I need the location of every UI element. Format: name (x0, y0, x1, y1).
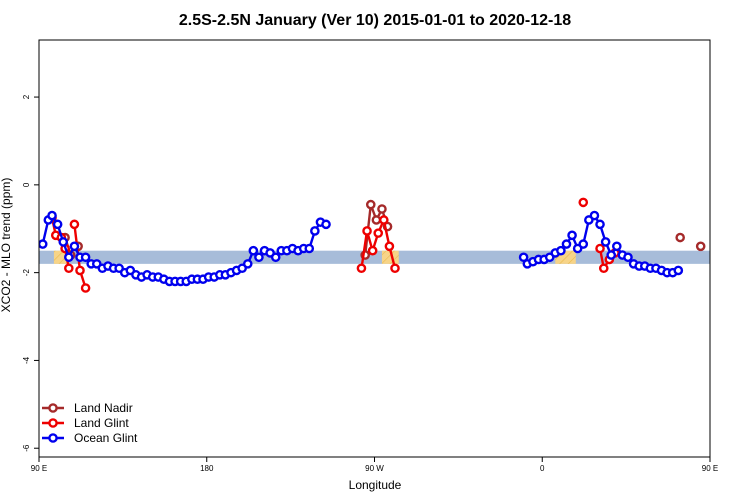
land-glint-point (595, 243, 605, 254)
ocean-glint-point (47, 210, 57, 221)
land-glint-line (745, 242, 750, 268)
ocean-glint-point (606, 250, 617, 260)
x-tick-label: 0 (540, 464, 545, 473)
ocean-glint-point (612, 241, 622, 252)
ocean-glint-point (556, 245, 566, 256)
x-tick-label: 90 E (31, 464, 47, 473)
ocean-glint-point (270, 252, 281, 263)
y-tick-label: -2 (22, 269, 31, 277)
ocean-glint-point (69, 241, 80, 252)
x-tick-label: 180 (200, 464, 214, 473)
ocean-glint-point (623, 252, 633, 263)
land-glint-point (356, 263, 367, 274)
ocean-glint-point (321, 219, 331, 230)
y-tick-label: 2 (22, 94, 31, 99)
land-glint-point (362, 226, 372, 236)
ocean-glint-point (673, 265, 684, 276)
land-glint-point (732, 232, 739, 239)
ocean-glint-point (242, 259, 253, 269)
chart-title: 2.5S-2.5N January (Ver 10) 2015-01-01 to… (179, 12, 571, 29)
legend-label-ocean-glint: Ocean Glint (74, 431, 138, 445)
plot-inner (39, 197, 750, 293)
legend-label-land-glint: Land Glint (74, 416, 129, 430)
land-nadir-point (371, 215, 382, 225)
x-tick-label: 90 W (365, 464, 384, 473)
land-glint-point (373, 228, 384, 238)
land-glint-point (75, 265, 85, 276)
land-glint-point (80, 283, 91, 293)
ocean-glint-point (52, 219, 63, 230)
ocean-glint-point (39, 239, 48, 249)
land-glint-point (64, 263, 74, 274)
ocean-glint-point (561, 239, 572, 249)
ocean-glint-point (58, 237, 69, 247)
y-tick-label: 0 (22, 182, 31, 187)
x-tick-label: 90 E (702, 464, 718, 473)
ocean-glint-point (254, 252, 264, 263)
legend-marker-land-nadir (48, 403, 58, 413)
y-tick-label: -6 (22, 444, 31, 452)
land-glint-point (390, 263, 400, 274)
land-nadir-point (675, 232, 685, 243)
ocean-glint-point (578, 239, 589, 249)
land-glint-line (732, 218, 736, 236)
land-glint-point (729, 214, 736, 221)
legend-label-land-nadir: Land Nadir (74, 401, 133, 415)
ocean-glint-point (310, 226, 320, 236)
ocean-glint-point (567, 230, 577, 241)
legend-marker-land-glint (48, 418, 58, 428)
land-glint-point (578, 197, 589, 208)
y-axis-label: XCO2 - MLO trend (ppm) (0, 178, 13, 313)
ocean-glint-point (80, 252, 91, 263)
ocean-glint-point (600, 237, 611, 247)
ocean-glint-point (64, 252, 74, 263)
land-band-segment (381, 250, 399, 264)
y-tick-label: -4 (22, 356, 31, 364)
ocean-glint-point (304, 243, 315, 254)
land-band-segment (744, 251, 750, 264)
land-band-segment (725, 251, 734, 264)
land-glint-point (367, 245, 378, 256)
ocean-glint-point (248, 245, 259, 256)
land-glint-point (598, 263, 609, 274)
land-glint-point (379, 215, 389, 225)
land-glint-point (742, 238, 749, 245)
ocean-glint-point (589, 210, 600, 221)
ocean-glint-point (595, 219, 605, 230)
land-nadir-point (365, 199, 376, 210)
legend-marker-ocean-glint (48, 433, 58, 443)
land-glint-point (384, 241, 395, 252)
x-axis-label: Longitude (349, 478, 402, 492)
land-nadir-point (695, 241, 706, 252)
land-glint-point (69, 219, 80, 230)
plot-area: 90 E 180 90 W 0 90 E 2 0 -2 -4 -6 (22, 39, 750, 473)
land-nadir-point (377, 204, 387, 214)
